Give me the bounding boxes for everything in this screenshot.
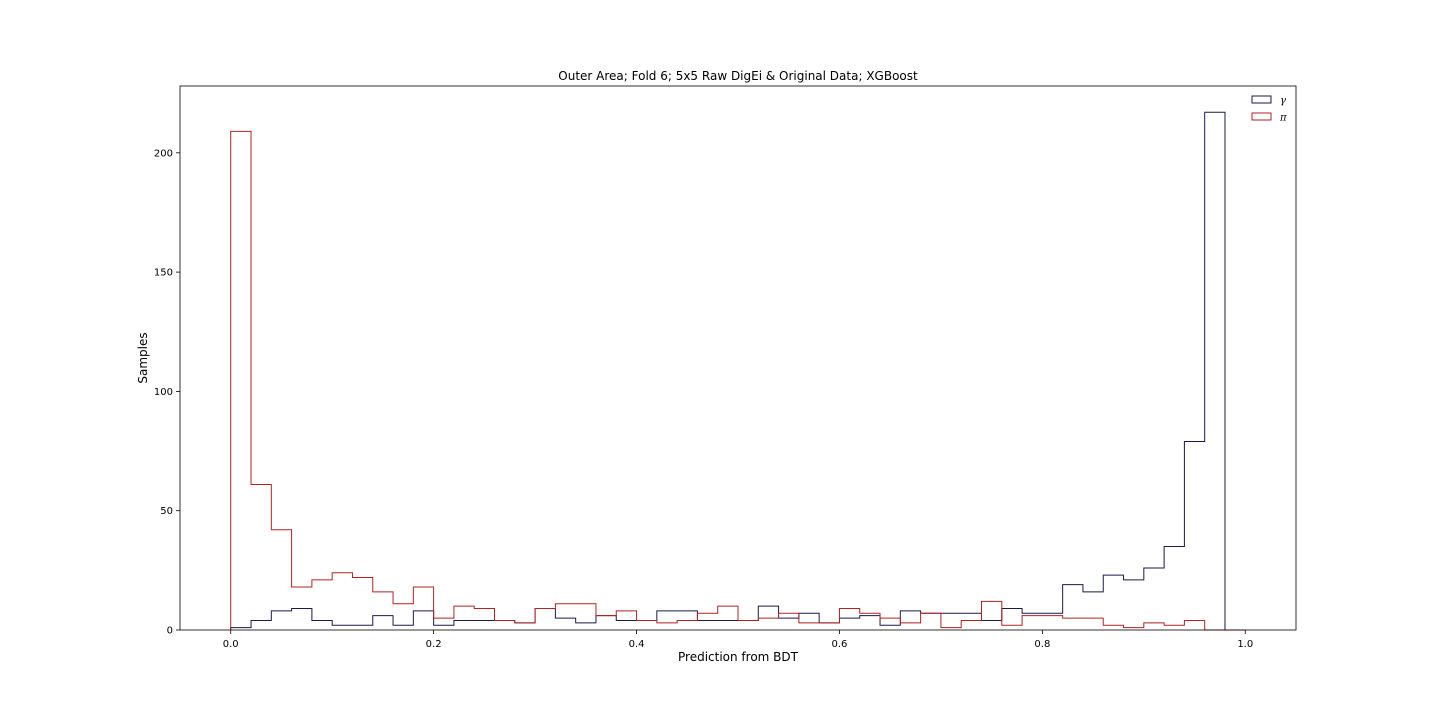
histogram-series-0 xyxy=(230,111,1246,631)
x-tick-label: 0.6 xyxy=(832,639,848,650)
histogram-series-1 xyxy=(230,130,1246,631)
legend-swatch-1 xyxy=(1251,112,1272,121)
y-tick-label: 50 xyxy=(160,506,173,517)
y-tick-label: 150 xyxy=(154,268,173,279)
x-axis: 0.0 0.2 0.4 0.6 0.8 1.0 xyxy=(223,630,1253,650)
plot-frame xyxy=(179,85,1297,631)
plot-area xyxy=(230,111,1246,631)
legend-label-1: π xyxy=(1279,113,1287,124)
x-axis-label: Prediction from BDT xyxy=(678,650,799,664)
chart-title: Outer Area; Fold 6; 5x5 Raw DigEi & Orig… xyxy=(558,69,918,83)
legend-swatch-0 xyxy=(1251,95,1272,104)
legend-label-0: γ xyxy=(1280,96,1286,107)
y-axis: 0 50 100 150 200 xyxy=(154,148,180,637)
x-tick-label: 0.4 xyxy=(629,639,645,650)
y-axis-label: Samples xyxy=(136,332,150,383)
x-tick-label: 0.0 xyxy=(223,639,239,650)
y-tick-label: 0 xyxy=(167,626,173,637)
x-tick-label: 0.2 xyxy=(426,639,442,650)
x-tick-label: 0.8 xyxy=(1034,639,1050,650)
y-tick-label: 200 xyxy=(154,148,173,159)
legend: γπ xyxy=(1251,95,1287,124)
x-tick-label: 1.0 xyxy=(1237,639,1253,650)
y-tick-label: 100 xyxy=(154,387,173,398)
